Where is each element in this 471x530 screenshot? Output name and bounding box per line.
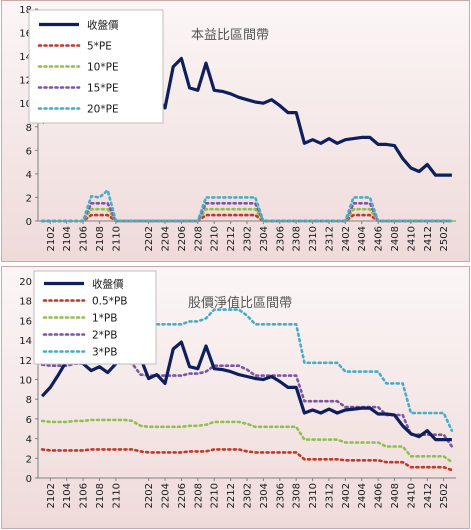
x-tick-label: 2302 (243, 226, 254, 251)
x-tick-label: 2502 (439, 483, 450, 508)
legend-label: 5*PE (87, 41, 112, 53)
y-tick-label: 18 (19, 5, 32, 16)
x-tick-label: 2410 (406, 483, 417, 508)
x-tick-label: 2408 (390, 483, 401, 508)
x-tick-label: 2308 (292, 483, 303, 508)
x-tick-label: 2108 (95, 483, 106, 508)
x-tick-label: 2406 (374, 483, 385, 508)
y-tick-label: 14 (19, 52, 32, 63)
y-tick-label: 2 (26, 454, 32, 465)
pe-band-chart-panel: 0 2 4 6 8 10 12 14 16 18 2102 2104 2106 2108 2110 2202 2… (1, 0, 470, 262)
x-tick-label: 2110 (111, 226, 122, 251)
y-tick-label: 16 (19, 316, 32, 327)
y-tick-label: 0 (26, 474, 32, 485)
series-line (40, 189, 454, 223)
y-tick-label: 4 (26, 435, 32, 446)
x-tick-label: 2104 (62, 483, 73, 508)
pb-band-chart-panel: 0 2 4 6 8 10 12 14 16 18 20 2102 2104 2106 2108 2110 220… (1, 266, 470, 529)
x-tick-label: 2206 (177, 483, 188, 508)
chart-title: 股價淨值比區間帶 (188, 295, 292, 311)
y-tick-label: 14 (19, 336, 32, 347)
series-line (40, 302, 454, 432)
x-tick-label: 2204 (161, 483, 172, 508)
y-tick-label: 8 (26, 123, 32, 134)
y-tick-label: 10 (19, 99, 32, 110)
x-tick-label: 2206 (177, 226, 188, 251)
x-tick-label: 2406 (374, 226, 385, 251)
pe-band-chart: 0 2 4 6 8 10 12 14 16 18 2102 2104 2106 2108 2110 2202 2… (19, 5, 456, 251)
y-tick-label: 8 (26, 395, 32, 406)
series-line (40, 360, 454, 448)
x-tick-label: 2408 (390, 226, 401, 251)
x-tick-label: 2106 (79, 226, 90, 251)
y-tick-label: 12 (19, 356, 32, 367)
y-tick-label: 18 (19, 297, 32, 308)
x-tick-label: 2208 (193, 226, 204, 251)
x-tick-label: 2204 (161, 226, 172, 251)
x-tick-label: 2304 (259, 226, 270, 251)
legend-label: 1*PB (92, 313, 117, 325)
legend-label: 3*PB (92, 347, 117, 359)
y-tick-label: 0 (26, 217, 32, 228)
x-tick-label: 2202 (144, 226, 155, 251)
chart-title: 本益比區間帶 (191, 28, 269, 43)
x-tick-label: 2210 (210, 226, 221, 251)
x-tick-label: 2212 (226, 226, 237, 251)
legend-label: 2*PB (92, 330, 117, 342)
y-tick-label: 10 (19, 376, 32, 387)
x-tick-label: 2410 (406, 226, 417, 251)
x-tick-label: 2412 (423, 483, 434, 508)
legend-label: 10*PE (87, 62, 119, 74)
x-tick-label: 2412 (423, 226, 434, 251)
x-tick-label: 2402 (341, 483, 352, 508)
y-tick-label: 16 (19, 29, 32, 40)
series-line (40, 418, 454, 464)
pb-band-chart: 0 2 4 6 8 10 12 14 16 18 20 2102 2104 2106 2108 2110 220… (19, 270, 456, 508)
x-tick-label: 2104 (62, 226, 73, 251)
x-tick-label: 2208 (193, 483, 204, 508)
x-tick-label: 2312 (324, 226, 335, 251)
x-tick-label: 2310 (308, 226, 319, 251)
y-tick-label: 2 (26, 193, 32, 204)
x-tick-label: 2102 (46, 483, 57, 508)
x-tick-label: 2110 (111, 483, 122, 508)
x-tick-label: 2212 (226, 483, 237, 508)
y-tick-label: 20 (19, 277, 32, 288)
x-tick-label: 2404 (357, 226, 368, 251)
legend-label: 0.5*PB (92, 296, 127, 308)
x-tick-label: 2306 (275, 226, 286, 251)
x-tick-label: 2312 (324, 483, 335, 508)
x-tick-label: 2302 (243, 483, 254, 508)
legend-label: 20*PE (87, 104, 119, 116)
x-tick-label: 2102 (46, 226, 57, 251)
x-tick-label: 2306 (275, 483, 286, 508)
series-line (40, 448, 454, 472)
x-tick-label: 2304 (259, 483, 270, 508)
x-tick-label: 2310 (308, 483, 319, 508)
x-tick-label: 2502 (439, 226, 450, 251)
x-tick-label: 2202 (144, 483, 155, 508)
x-tick-label: 2108 (95, 226, 106, 251)
legend-label: 收盤價 (92, 278, 124, 291)
series-line (40, 202, 454, 223)
x-tick-label: 2308 (292, 226, 303, 251)
y-tick-label: 4 (26, 170, 32, 181)
x-tick-label: 2404 (357, 483, 368, 508)
x-tick-label: 2210 (210, 483, 221, 508)
y-tick-label: 6 (26, 415, 32, 426)
legend-label: 15*PE (87, 83, 119, 95)
series-line (40, 340, 452, 442)
x-tick-label: 2402 (341, 226, 352, 251)
y-tick-label: 12 (19, 76, 32, 87)
legend-label: 收盤價 (87, 19, 119, 32)
x-tick-label: 2106 (79, 483, 90, 508)
y-tick-label: 6 (26, 146, 32, 157)
